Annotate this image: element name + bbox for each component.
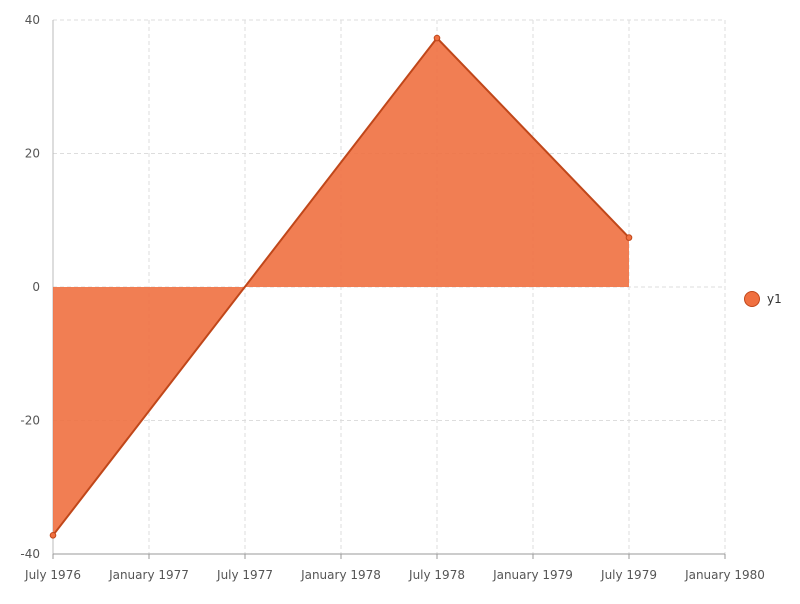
series-layer [49,34,633,539]
y-tick-label: 40 [25,13,40,27]
data-point [49,532,57,539]
x-tick-label: January 1977 [108,568,189,582]
y-tick-label: -40 [20,547,40,561]
data-point [433,34,441,42]
y-tick-label: 20 [25,147,40,161]
x-tick-label: January 1980 [684,568,765,582]
x-tick-label: July 1979 [600,568,657,582]
x-tick-label: January 1978 [300,568,381,582]
legend-label-y1: y1 [767,292,782,306]
y-tick-label: -20 [20,414,40,428]
x-tick-label: July 1977 [216,568,273,582]
data-point [625,234,633,241]
tick-labels: 40 20 0 -20 -40 July 1976 January 1977 July 197… [20,13,765,582]
y-tick-label: 0 [32,280,40,294]
legend[interactable]: y1 [744,291,782,307]
legend-swatch-y1 [744,291,760,307]
area-fill-y1 [53,38,629,536]
x-tick-label: July 1978 [408,568,465,582]
x-tick-label: July 1976 [24,568,81,582]
x-tick-label: January 1979 [492,568,573,582]
